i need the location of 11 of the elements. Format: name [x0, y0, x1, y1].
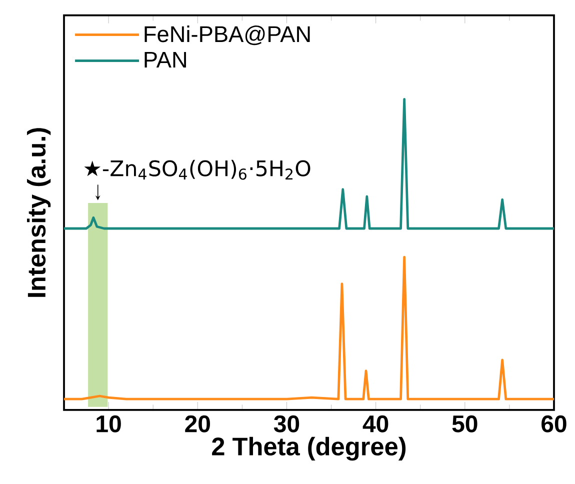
x-tick-label: 20 [185, 415, 210, 432]
text: ★-Zn$_{4}$SO$_{4}$(OH)$_{6}$·5H$_{2}$O [84, 160, 310, 180]
x-tick-label: 40 [362, 415, 388, 432]
legend-label: FeNi-PBA@PAN [144, 26, 310, 46]
legend-label: PAN [144, 52, 186, 68]
x-tick-label: 30 [274, 415, 300, 432]
x-tick-label: 60 [542, 415, 566, 432]
x-tick-label: 10 [96, 415, 121, 432]
x-axis-title: 2 Theta (degree) [212, 436, 406, 461]
x-tick-label: 50 [452, 415, 478, 432]
y-axis-title: Intensity (a.u.) [27, 128, 51, 297]
